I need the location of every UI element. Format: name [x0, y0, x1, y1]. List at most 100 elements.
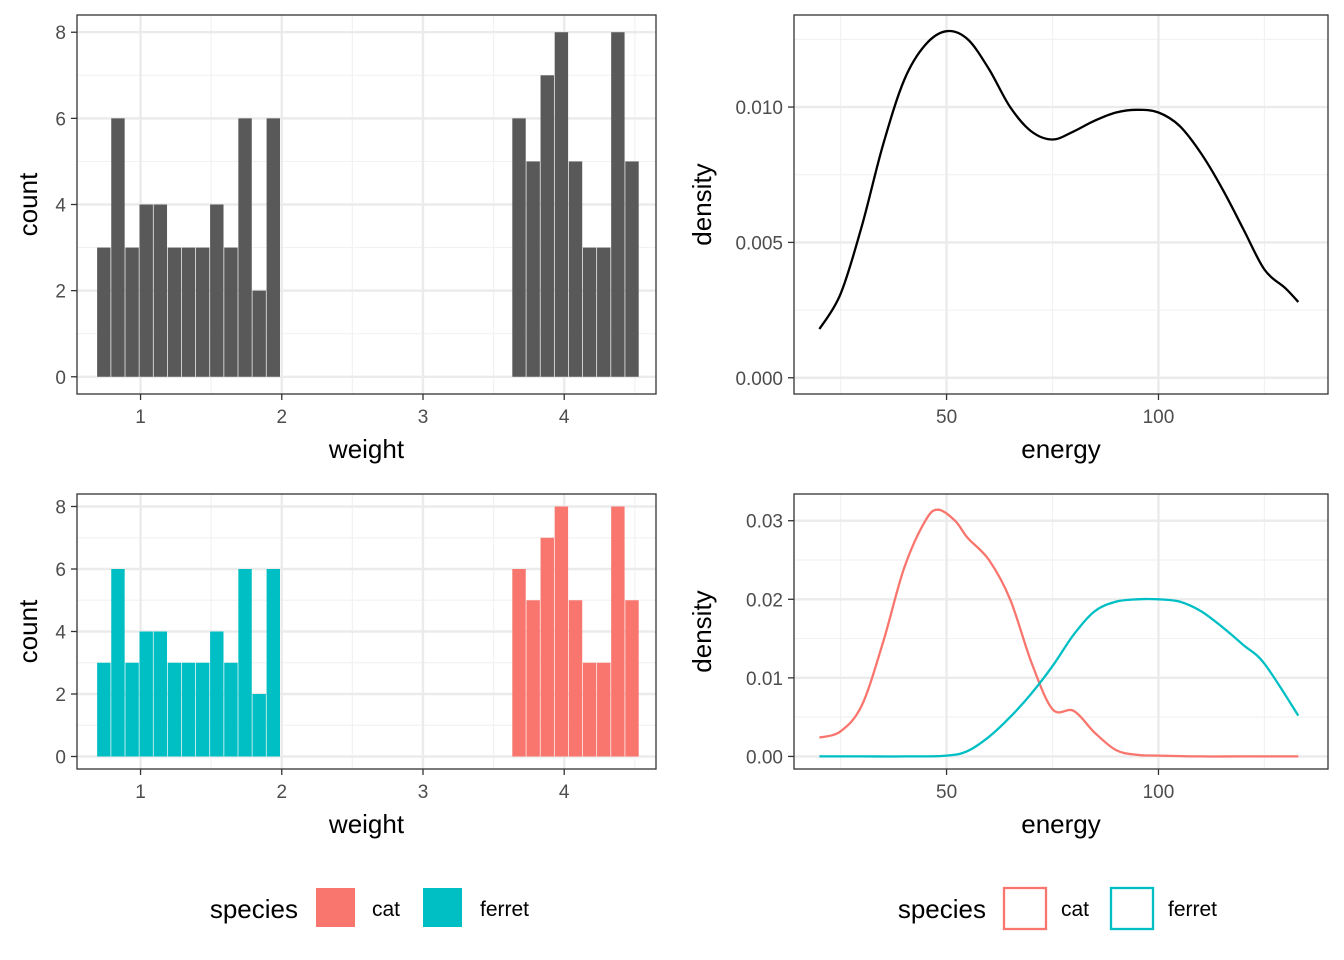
y-axis-title: count [13, 599, 43, 663]
legend-key-ferret [423, 888, 462, 927]
histogram-bar [512, 118, 526, 377]
density-line [818, 29, 1300, 330]
legend-label-cat: cat [372, 898, 400, 921]
histogram-bar [568, 600, 583, 757]
x-tick-label: 1 [135, 782, 146, 803]
histogram-bar [125, 247, 139, 377]
histogram-bar [111, 569, 125, 757]
histogram-bar [210, 204, 224, 377]
y-tick-label: 0.00 [746, 747, 783, 768]
panel-background [794, 15, 1328, 394]
legend-fill: species cat ferret [210, 888, 529, 927]
panel-weight-histogram-by-species: 1 2 3 4 0 2 4 6 8 weight count [13, 493, 657, 839]
legend-key-cat [1002, 886, 1048, 931]
x-tick-label: 4 [559, 782, 570, 803]
x-tick-label: 2 [276, 782, 287, 803]
histogram-bar [153, 631, 168, 757]
x-tick-label: 4 [559, 407, 570, 428]
histogram-bar [526, 600, 540, 757]
y-tick-label: 4 [55, 623, 66, 644]
histogram-bar [97, 247, 111, 377]
histogram-bar [195, 662, 210, 757]
histogram-bar [582, 247, 597, 377]
x-tick-label: 100 [1143, 782, 1175, 803]
y-tick-label: 0.03 [746, 512, 783, 533]
y-tick-label: 2 [55, 282, 66, 303]
histogram-bar [266, 118, 281, 377]
y-tick-label: 0.02 [746, 590, 783, 611]
histogram-bar [597, 662, 611, 757]
x-tick-label: 1 [135, 407, 146, 428]
panel-border [793, 14, 1329, 395]
y-tick-label: 0.000 [735, 369, 783, 390]
histogram-bar [266, 569, 281, 757]
panel-energy-density: 50 100 0.000 0.005 0.010 energy density [687, 14, 1329, 464]
histogram-bar [181, 247, 196, 377]
panel-background [794, 494, 1328, 769]
y-tick-label: 2 [55, 685, 66, 706]
x-tick-label: 100 [1143, 407, 1175, 428]
histogram-bar [195, 247, 210, 377]
histogram-bar [625, 600, 639, 757]
legend-label-ferret: ferret [480, 898, 529, 921]
y-axis-title: count [13, 172, 43, 236]
histogram-bar [97, 662, 111, 757]
histogram-bar [167, 247, 182, 377]
histogram-bar [210, 631, 224, 757]
legend-key-cat [316, 888, 355, 927]
density-line-cat [819, 508, 1299, 758]
histogram-bar [540, 537, 554, 757]
x-axis-title: energy [1021, 809, 1101, 839]
legend-key-ferret [1109, 886, 1155, 931]
histogram-bar [125, 662, 139, 757]
y-tick-label: 0 [55, 748, 66, 769]
histogram-bar [611, 32, 625, 377]
histogram-bar [625, 161, 639, 377]
y-tick-label: 0.01 [746, 669, 783, 690]
histogram-bar [611, 506, 625, 757]
y-tick-label: 8 [55, 498, 66, 519]
y-axis-title: density [687, 590, 717, 672]
histogram-bar [139, 631, 153, 757]
histogram-bar [526, 161, 540, 377]
y-tick-label: 0.005 [735, 233, 783, 254]
histogram-bar [111, 118, 125, 377]
y-tick-label: 4 [55, 196, 66, 217]
y-axis-title: density [687, 163, 717, 245]
x-tick-label: 3 [418, 782, 429, 803]
x-axis-title: weight [328, 809, 405, 839]
y-tick-label: 0 [55, 368, 66, 389]
histogram-bar [540, 75, 554, 377]
histogram-bar [167, 662, 182, 757]
histogram-bar [252, 290, 266, 377]
histogram-bar [181, 662, 196, 757]
x-tick-label: 50 [936, 407, 957, 428]
histogram-bar [512, 569, 526, 757]
histogram-bar [139, 204, 153, 377]
y-tick-label: 6 [55, 109, 66, 130]
histogram-bar [224, 247, 238, 377]
x-tick-label: 2 [276, 407, 287, 428]
legend-title: species [898, 894, 986, 924]
x-tick-label: 3 [418, 407, 429, 428]
histogram-bar [568, 161, 583, 377]
panel-weight-histogram: 1 2 3 4 0 2 4 6 8 weight count [13, 14, 657, 464]
histogram-bar [238, 118, 252, 377]
histogram-bar [554, 506, 569, 757]
density-line-ferret [819, 597, 1300, 758]
legend-title: species [210, 894, 298, 924]
y-tick-label: 8 [55, 23, 66, 44]
histogram-bar [582, 662, 597, 757]
histogram-bar [224, 662, 238, 757]
legend-outline: species cat ferret [898, 886, 1217, 931]
histogram-bar [153, 204, 168, 377]
histogram-bar [597, 247, 611, 377]
x-axis-title: energy [1021, 434, 1101, 464]
histogram-bar [554, 32, 569, 377]
y-tick-label: 0.010 [735, 98, 783, 119]
panel-border [793, 493, 1329, 770]
legend-label-cat: cat [1061, 898, 1089, 921]
x-tick-label: 50 [936, 782, 957, 803]
x-axis-title: weight [328, 434, 405, 464]
